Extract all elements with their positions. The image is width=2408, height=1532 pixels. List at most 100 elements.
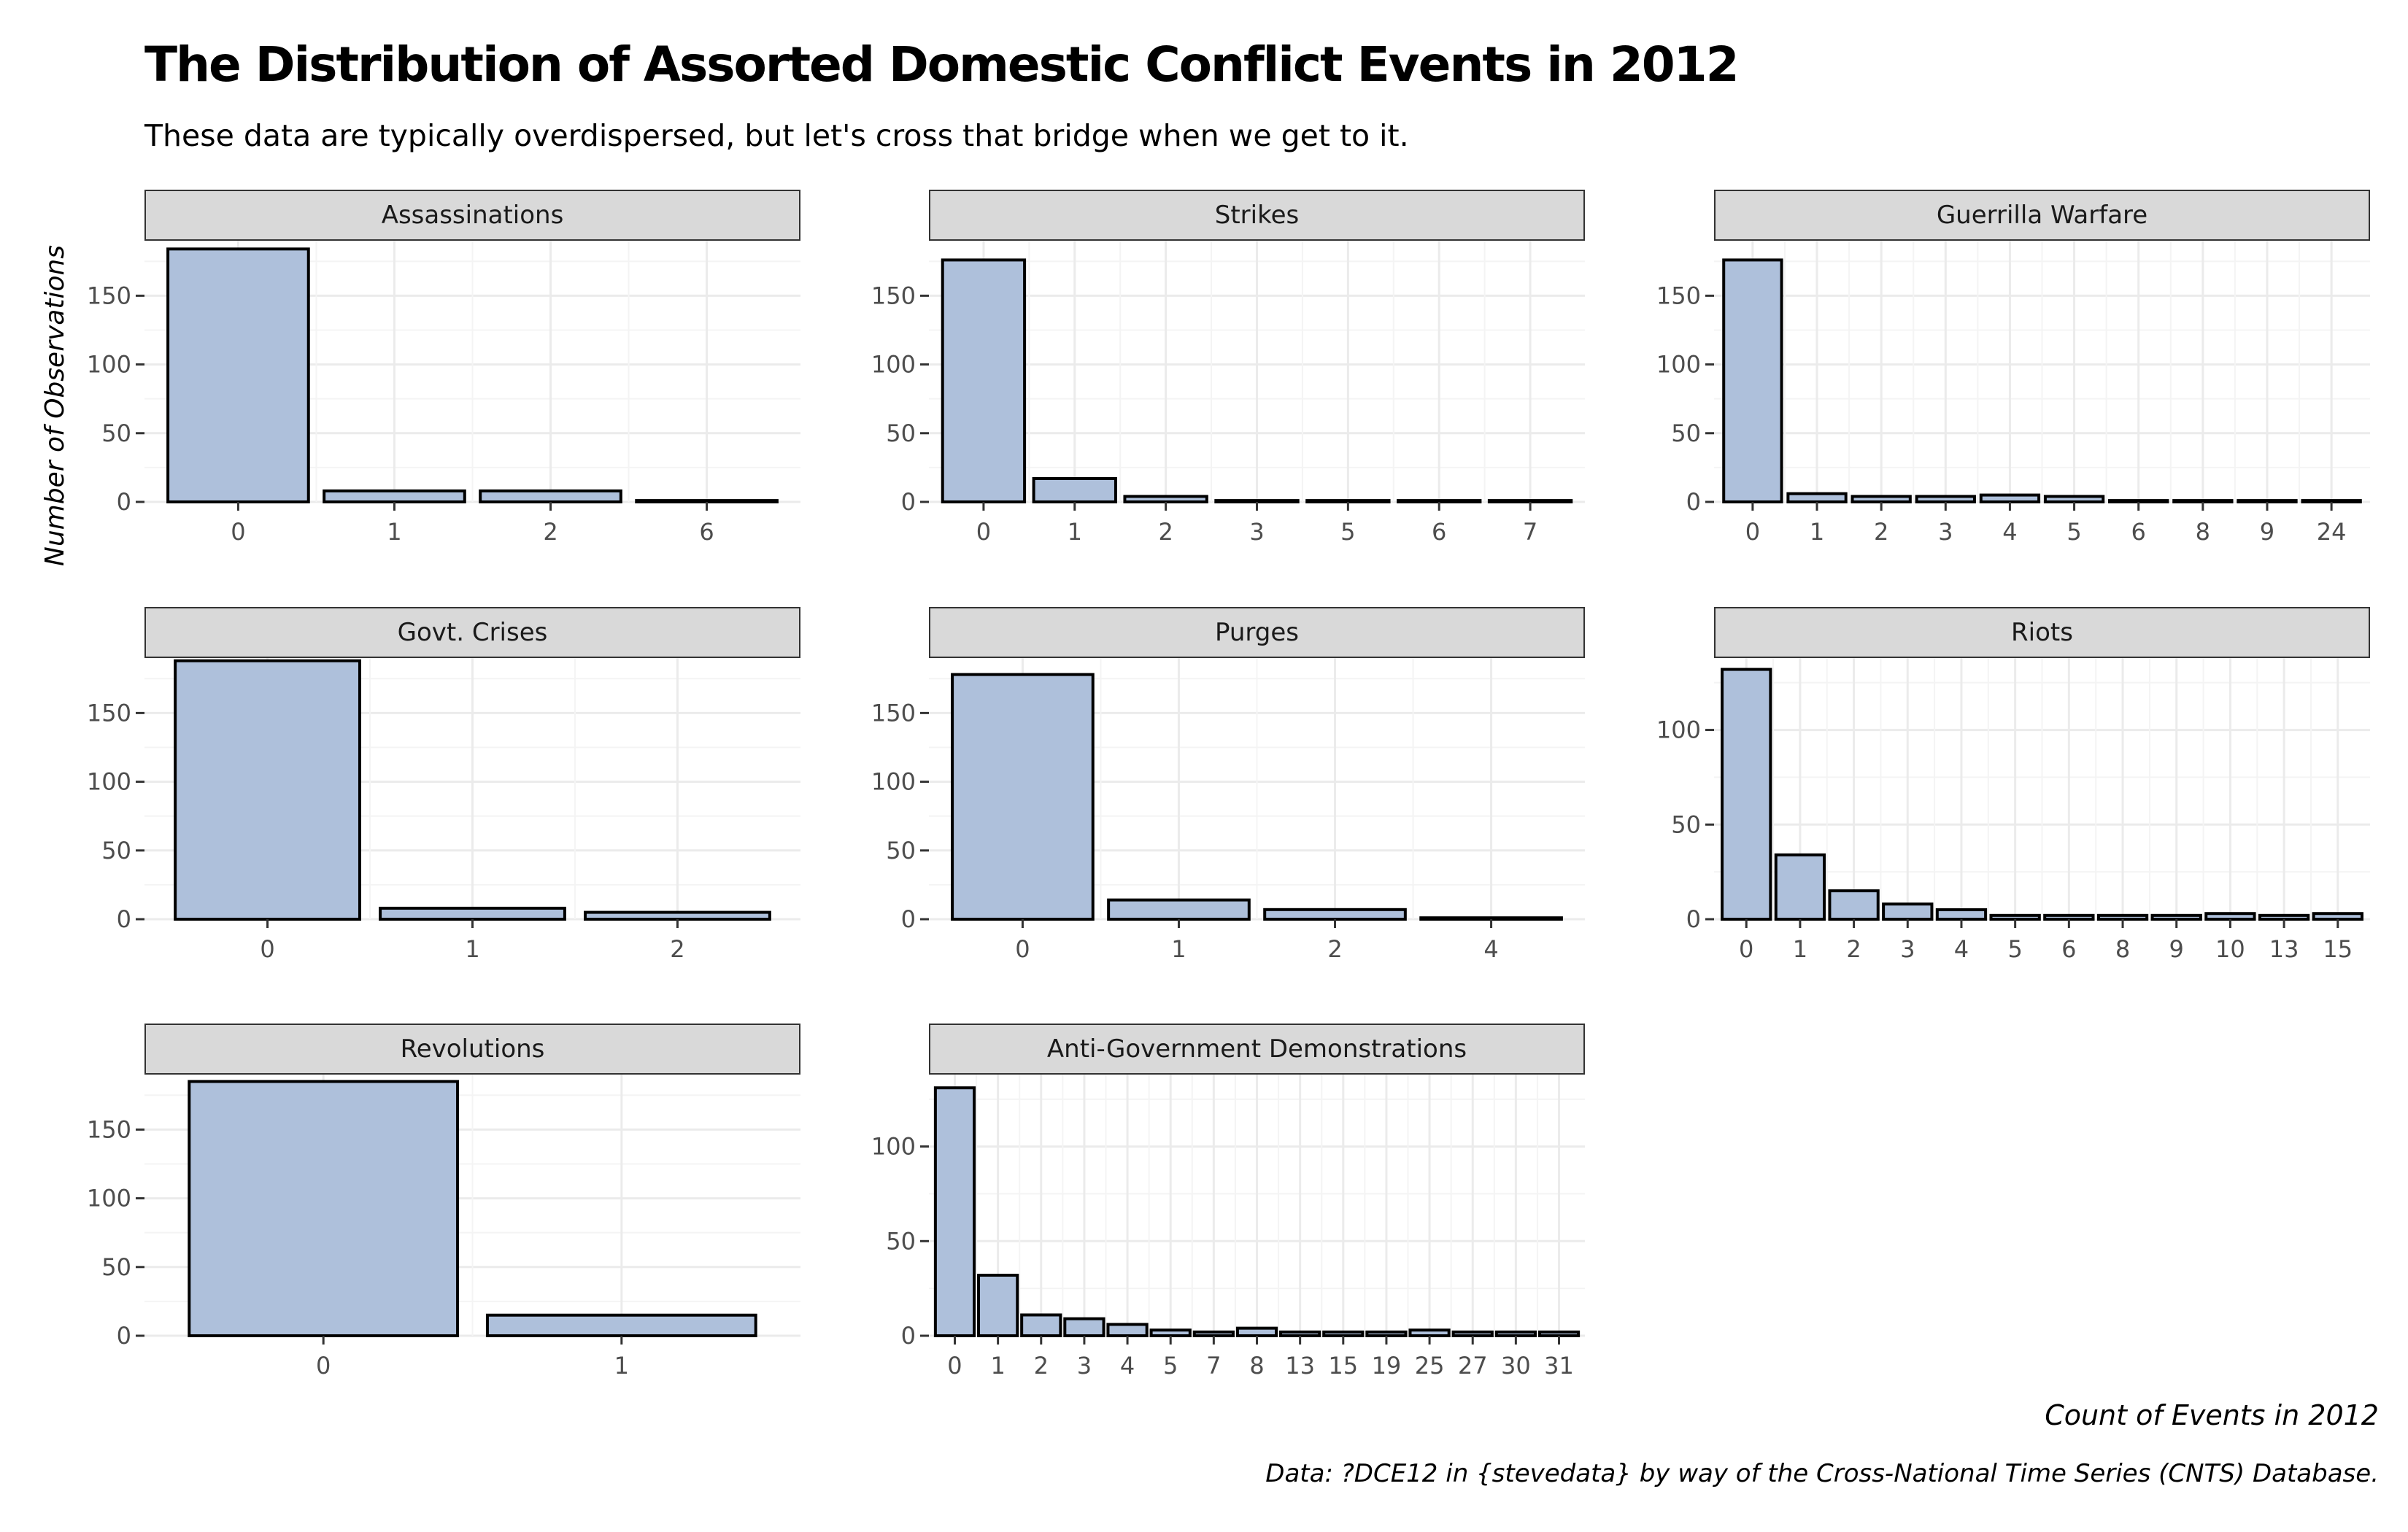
x-tick-label: 1 [990,1352,1005,1380]
bar-anti-government-demonstrations-15 [1322,1330,1365,1337]
bar-anti-government-demonstrations-4 [1106,1323,1149,1338]
x-tick-label: 31 [1544,1352,1574,1380]
x-tick-label: 5 [1163,1352,1178,1380]
y-tick-label: 50 [886,419,916,447]
bar-strikes-2 [1123,495,1208,504]
x-tick-label: 0 [231,518,245,546]
x-tick-label: 4 [2002,518,2017,546]
plot-guerrilla-warfare: 0 50 100 150 0 1 2 3 4 5 6 8 9 24 [1656,241,2370,546]
facet-purges: Purges 0 50 100 150 0 1 2 4 [871,607,1585,970]
y-tick-label: 150 [87,282,131,309]
bar-guerrilla-warfare-0 [1722,258,1783,504]
y-tick-label: 50 [1671,419,1701,447]
facet-strip-purges: Purges [929,607,1585,658]
y-tick-label: 100 [871,1133,916,1161]
plot-revolutions: 0 50 100 150 0 1 [87,1075,800,1380]
x-tick-label: 10 [2215,935,2245,963]
x-tick-label: 3 [1077,1352,1092,1380]
x-tick-label: 3 [1249,518,1264,546]
facet-strip-govt-crises: Govt. Crises [144,607,800,658]
bar-strikes-7 [1487,499,1573,503]
facet-strip-assassinations: Assassinations [144,190,800,241]
facet-strip-riots: Riots [1714,607,2370,658]
plot-purges: 0 50 100 150 0 1 2 4 [871,658,1585,963]
bar-assassinations-1 [323,489,466,504]
bar-purges-1 [1107,898,1251,921]
bar-strikes-3 [1214,499,1300,503]
bar-riots-5 [1989,913,2041,921]
x-tick-label: 1 [387,518,401,546]
bar-anti-government-demonstrations-27 [1451,1330,1494,1337]
bar-govt-crises-1 [379,906,566,921]
plot-riots: 0 50 100 0 1 2 3 4 5 6 8 9 10 13 15 [1656,658,2370,963]
chart-caption: Data: ?DCE12 in {stevedata} by way of th… [1265,1459,2379,1488]
x-tick-label: 9 [2169,935,2184,963]
bar-purges-0 [951,673,1095,921]
y-tick-label: 0 [901,488,916,516]
bar-anti-government-demonstrations-1 [977,1273,1019,1337]
x-tick-label: 13 [1285,1352,1315,1380]
x-tick-label: 3 [1938,518,1953,546]
bar-assassinations-0 [166,247,310,503]
facet-strip-strikes: Strikes [929,190,1585,241]
bar-guerrilla-warfare-3 [1915,495,1976,504]
x-tick-label: 15 [2323,935,2353,963]
x-tick-label: 2 [1158,518,1173,546]
x-tick-label: 5 [2007,935,2022,963]
bar-revolutions-0 [188,1080,460,1338]
y-tick-label: 0 [901,905,916,933]
y-tick-label: 100 [87,768,131,796]
bar-riots-10 [2204,912,2256,921]
y-tick-label: 150 [871,699,916,727]
x-tick-label: 3 [1900,935,1915,963]
x-tick-label: 8 [2115,935,2130,963]
y-tick-label: 100 [871,351,916,379]
x-tick-label: 30 [1501,1352,1531,1380]
bar-anti-government-demonstrations-8 [1235,1326,1278,1338]
y-tick-label: 0 [117,1322,131,1350]
bar-guerrilla-warfare-2 [1851,495,1912,504]
facet-strikes: Strikes 0 50 100 150 0 1 2 3 5 6 7 [871,190,1585,553]
x-tick-label: 25 [1415,1352,1445,1380]
bar-govt-crises-2 [584,910,771,921]
bar-guerrilla-warfare-4 [1979,493,2041,504]
y-tick-label: 0 [1686,488,1701,516]
y-tick-label: 50 [1671,811,1701,838]
x-tick-label: 0 [1015,935,1030,963]
bar-anti-government-demonstrations-5 [1149,1328,1192,1337]
x-tick-label: 4 [1954,935,1969,963]
facet-anti-government-demonstrations: Anti-Government Demonstrations 0 50 100 0 1 2… [871,1024,1585,1387]
x-tick-label: 6 [2061,935,2076,963]
bar-guerrilla-warfare-5 [2043,495,2105,504]
facet-strip-guerrilla-warfare: Guerrilla Warfare [1714,190,2370,241]
x-tick-label: 0 [1739,935,1753,963]
y-tick-label: 0 [117,905,131,933]
bar-anti-government-demonstrations-19 [1365,1330,1408,1337]
x-tick-label: 1 [1793,935,1807,963]
x-tick-label: 8 [1249,1352,1264,1380]
facet-assassinations: Assassinations 0 50 100 150 0 1 2 6 [87,190,800,553]
bar-anti-government-demonstrations-3 [1063,1317,1105,1337]
y-tick-label: 0 [901,1322,916,1350]
x-tick-label: 2 [1846,935,1861,963]
x-tick-label: 15 [1328,1352,1358,1380]
y-tick-label: 150 [871,282,916,309]
bar-riots-0 [1721,668,1772,921]
x-axis-label: Count of Events in 2012 [2045,1399,2379,1431]
y-tick-label: 100 [1656,351,1701,379]
bar-revolutions-1 [485,1313,757,1338]
bar-riots-8 [2096,913,2149,921]
bar-guerrilla-warfare-6 [2108,499,2169,503]
y-axis-label: Number of Observations [40,244,70,567]
x-tick-label: 8 [2196,518,2210,546]
x-tick-label: 2 [1874,518,1888,546]
bar-riots-6 [2043,913,2095,921]
bar-guerrilla-warfare-8 [2172,499,2234,503]
x-tick-label: 2 [670,935,684,963]
y-tick-label: 100 [871,768,916,796]
bar-riots-15 [2312,912,2363,921]
x-tick-label: 1 [1810,518,1824,546]
x-tick-label: 9 [2260,518,2274,546]
y-tick-label: 100 [87,1185,131,1212]
x-tick-label: 4 [1120,1352,1135,1380]
